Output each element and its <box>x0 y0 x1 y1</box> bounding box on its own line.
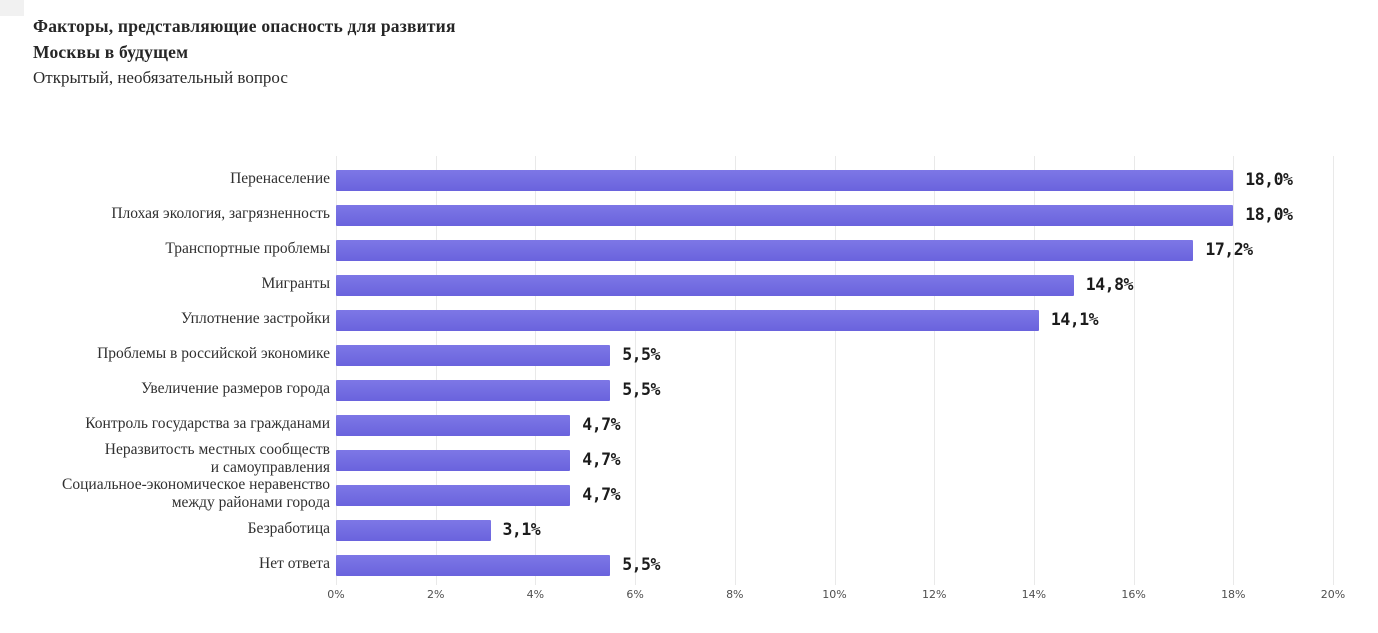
category-label: Увеличение размеров города <box>141 380 330 398</box>
gridline <box>635 156 637 585</box>
gridline <box>1233 156 1235 585</box>
category-label-line: Социальное-экономическое неравенство <box>62 476 330 493</box>
bar <box>336 169 1234 191</box>
category-label-line: Проблемы в российской экономике <box>97 345 330 362</box>
gridline <box>336 156 337 585</box>
category-label: Транспортные проблемы <box>165 240 330 258</box>
category-label-line: Нет ответа <box>259 555 330 572</box>
value-label: 14,8% <box>1085 275 1134 294</box>
x-tick-label: 10% <box>822 588 847 601</box>
bar <box>336 239 1194 261</box>
category-label: Перенаселение <box>230 170 330 188</box>
corner-artifact <box>0 0 24 16</box>
category-label: Безработица <box>248 520 330 538</box>
category-label-line: Плохая экология, загрязненность <box>111 205 330 222</box>
chart-subtitle: Открытый, необязательный вопрос <box>33 68 288 87</box>
gridline <box>1333 156 1334 585</box>
x-tick-label: 4% <box>526 588 545 601</box>
value-label: 4,7% <box>582 415 621 434</box>
category-label-line: Безработица <box>247 520 330 537</box>
value-label: 14,1% <box>1050 310 1099 329</box>
value-label: 5,5% <box>622 555 660 574</box>
x-tick-label: 8% <box>726 588 744 601</box>
gridline <box>435 156 437 585</box>
gridline <box>1033 156 1035 585</box>
category-label: Плохая экология, загрязненность <box>111 205 330 223</box>
value-label: 5,5% <box>622 345 660 364</box>
value-label: 18,0% <box>1245 170 1293 189</box>
x-tick-label: 2% <box>426 588 445 601</box>
category-label: Нет ответа <box>259 555 330 573</box>
chart-header: Факторы, представляющие опасность для ра… <box>33 14 456 90</box>
bar <box>336 554 611 576</box>
x-tick-label: 20% <box>1320 588 1346 601</box>
bar <box>336 484 571 506</box>
category-label-line: между районами города <box>171 494 330 511</box>
gridline <box>535 156 537 585</box>
x-tick-label: 18% <box>1221 588 1246 601</box>
category-label: Проблемы в российской экономике <box>97 345 330 363</box>
value-label: 4,7% <box>582 450 621 469</box>
gridline <box>734 156 736 585</box>
category-label-line: Контроль государства за гражданами <box>85 415 330 432</box>
category-label-line: Мигранты <box>261 275 330 292</box>
value-label: 17,2% <box>1205 240 1253 259</box>
bar <box>336 204 1234 226</box>
bar <box>336 274 1074 296</box>
bar <box>336 379 611 401</box>
chart-title-line-2: Москвы в будущем <box>33 41 189 62</box>
x-tick-label: 0% <box>327 588 345 601</box>
value-label: 3,1% <box>502 520 541 539</box>
x-tick-label: 6% <box>626 588 644 601</box>
category-label-line: и самоуправления <box>210 459 330 476</box>
category-label-line: Увеличение размеров города <box>141 380 330 397</box>
category-label: Мигранты <box>261 275 330 293</box>
category-label-line: Транспортные проблемы <box>165 240 330 257</box>
bar <box>336 309 1039 331</box>
bar <box>336 344 611 366</box>
category-label-line: Перенаселение <box>230 170 330 187</box>
category-label: Неразвитость местных сообществ и самоупра… <box>105 441 330 477</box>
category-label: Уплотнение застройки <box>181 310 330 328</box>
value-label: 5,5% <box>622 380 660 399</box>
gridline <box>1133 156 1135 585</box>
value-label: 4,7% <box>582 485 621 504</box>
category-label: Контроль государства за гражданами <box>85 415 330 433</box>
bar <box>336 414 571 436</box>
value-label: 18,0% <box>1245 205 1293 224</box>
x-tick-label: 16% <box>1121 588 1146 601</box>
bar <box>336 449 571 471</box>
category-label-line: Уплотнение застройки <box>181 310 330 327</box>
chart-title-line-1: Факторы, представляющие опасность для ра… <box>33 16 456 36</box>
gridline <box>934 156 936 585</box>
x-tick-label: 12% <box>921 588 947 601</box>
category-label: Социальное-экономическое неравенство межд… <box>62 476 330 512</box>
x-tick-label: 14% <box>1021 588 1047 601</box>
category-label-line: Неразвитость местных сообществ <box>104 441 330 458</box>
bar <box>336 519 491 541</box>
gridline <box>834 156 836 585</box>
